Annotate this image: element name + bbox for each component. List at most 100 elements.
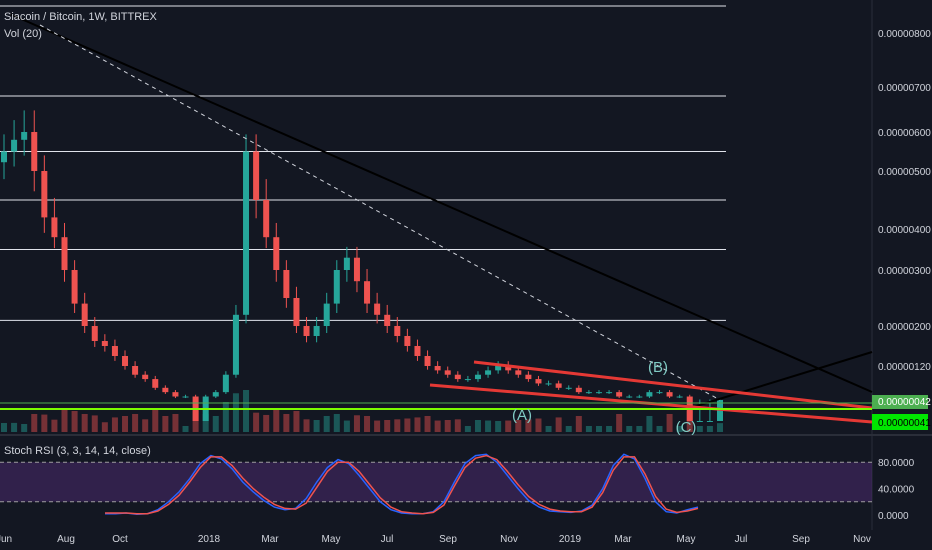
candle-body-38 bbox=[384, 314, 391, 326]
candle-body-1 bbox=[11, 139, 18, 152]
candle-body-69 bbox=[696, 421, 703, 422]
candle-body-48 bbox=[485, 370, 492, 375]
volume-bar-36 bbox=[364, 416, 371, 432]
volume-bar-20 bbox=[202, 414, 209, 432]
volume-bar-56 bbox=[565, 426, 572, 432]
horizontal-levels bbox=[0, 5, 726, 321]
rsi-tick-label: 80.0000 bbox=[878, 458, 915, 469]
candle-body-39 bbox=[394, 326, 401, 336]
rsi-legend: Stoch RSI (3, 3, 14, 14, close) bbox=[4, 445, 151, 457]
candle-body-14 bbox=[142, 374, 149, 380]
wave-label-0: (A) bbox=[512, 407, 532, 424]
volume-bar-60 bbox=[606, 426, 613, 432]
rsi-series-line-1 bbox=[105, 454, 699, 515]
candle-body-4 bbox=[41, 171, 48, 218]
volume-bar-65 bbox=[656, 426, 663, 432]
volume-bar-38 bbox=[384, 420, 391, 432]
volume-bar-35 bbox=[353, 415, 360, 432]
volume-bar-11 bbox=[111, 417, 118, 432]
support-price-tag-bg bbox=[872, 414, 928, 430]
volume-bar-67 bbox=[676, 426, 683, 432]
candle-body-0 bbox=[1, 151, 7, 163]
price-tick-label: 0.00000300 bbox=[878, 266, 931, 277]
time-tick-label: Nov bbox=[500, 534, 518, 545]
candle-body-61 bbox=[616, 392, 623, 397]
volume-bar-5 bbox=[51, 419, 58, 432]
volume-legend: Vol (20) bbox=[4, 28, 42, 40]
volume-bar-52 bbox=[525, 419, 532, 432]
volume-bar-23 bbox=[232, 393, 239, 432]
candle-body-8 bbox=[81, 303, 88, 326]
candle-body-13 bbox=[132, 366, 139, 375]
volume-bar-59 bbox=[595, 426, 602, 432]
volume-bar-71 bbox=[717, 423, 723, 432]
volume-bar-39 bbox=[394, 419, 401, 432]
volume-bar-58 bbox=[585, 426, 592, 432]
time-tick-label: Sep bbox=[792, 534, 810, 545]
candle-body-29 bbox=[293, 298, 300, 326]
breakout-line bbox=[689, 351, 873, 409]
wedge-upper-line bbox=[473, 360, 873, 410]
volume-bar-53 bbox=[535, 418, 542, 432]
candle-body-34 bbox=[343, 257, 350, 270]
rsi-label: Stoch RSI (3, 3, 14, 14, close) bbox=[4, 445, 151, 457]
volume-bar-29 bbox=[293, 411, 300, 432]
candle-body-56 bbox=[565, 387, 572, 389]
volume-bar-45 bbox=[454, 419, 461, 432]
price-tick-label: 0.00000200 bbox=[878, 322, 931, 333]
candle-body-66 bbox=[666, 392, 673, 397]
candle-body-15 bbox=[152, 379, 159, 388]
volume-bar-12 bbox=[122, 416, 129, 432]
volume-bar-68 bbox=[686, 411, 693, 432]
volume-bar-24 bbox=[243, 390, 250, 432]
current-price-tag: 0.00000042 bbox=[878, 397, 931, 408]
volume-bar-4 bbox=[41, 414, 48, 432]
volume-bar-37 bbox=[374, 420, 381, 432]
time-tick-label: 2018 bbox=[198, 534, 221, 545]
candle-body-27 bbox=[273, 237, 280, 270]
candle-body-16 bbox=[162, 387, 169, 393]
volume-bar-33 bbox=[333, 414, 340, 432]
candle-body-7 bbox=[71, 270, 78, 304]
volume-bar-17 bbox=[172, 414, 179, 432]
wave-label-2: (C) bbox=[676, 419, 697, 436]
rsi-tick-label: 40.0000 bbox=[878, 485, 915, 496]
volume-bar-54 bbox=[545, 426, 552, 432]
candle-body-52 bbox=[525, 374, 532, 380]
volume-bar-51 bbox=[515, 420, 522, 432]
candle-body-51 bbox=[515, 370, 522, 375]
volume-bar-27 bbox=[273, 410, 280, 432]
volume-bar-28 bbox=[283, 414, 290, 432]
candle-body-50 bbox=[505, 366, 512, 371]
price-axis-bg bbox=[872, 0, 932, 530]
support-price-tag: 0.00000041 bbox=[878, 418, 931, 429]
time-tick-label: 2019 bbox=[559, 534, 582, 545]
volume-bar-32 bbox=[323, 416, 330, 432]
time-tick-label: Mar bbox=[614, 534, 632, 545]
volume-bar-21 bbox=[212, 416, 219, 432]
candle-body-63 bbox=[636, 396, 643, 398]
time-tick-label: Oct bbox=[112, 534, 128, 545]
long-downtrend-line bbox=[9, 13, 873, 393]
candle-body-64 bbox=[646, 392, 653, 397]
volume-bar-6 bbox=[61, 410, 68, 432]
time-tick-label: Jun bbox=[0, 534, 12, 545]
main-pane-bg bbox=[0, 0, 872, 432]
volume-bar-40 bbox=[404, 418, 411, 432]
candle-body-57 bbox=[575, 387, 582, 393]
candle-body-62 bbox=[626, 396, 633, 398]
candle-body-53 bbox=[535, 379, 542, 384]
candle-body-44 bbox=[444, 370, 451, 375]
candle-body-24 bbox=[243, 151, 250, 315]
volume-bar-47 bbox=[474, 420, 481, 432]
volume-bar-49 bbox=[495, 421, 502, 432]
volume-bar-63 bbox=[636, 426, 643, 432]
candle-body-40 bbox=[404, 336, 411, 346]
candle-body-58 bbox=[585, 392, 592, 394]
symbol-legend: Siacoin / Bitcoin, 1W, BITTREX bbox=[4, 11, 157, 23]
volume-bar-46 bbox=[464, 426, 471, 432]
time-tick-label: May bbox=[677, 534, 696, 545]
candle-body-36 bbox=[364, 281, 371, 304]
candle-body-18 bbox=[182, 396, 189, 398]
